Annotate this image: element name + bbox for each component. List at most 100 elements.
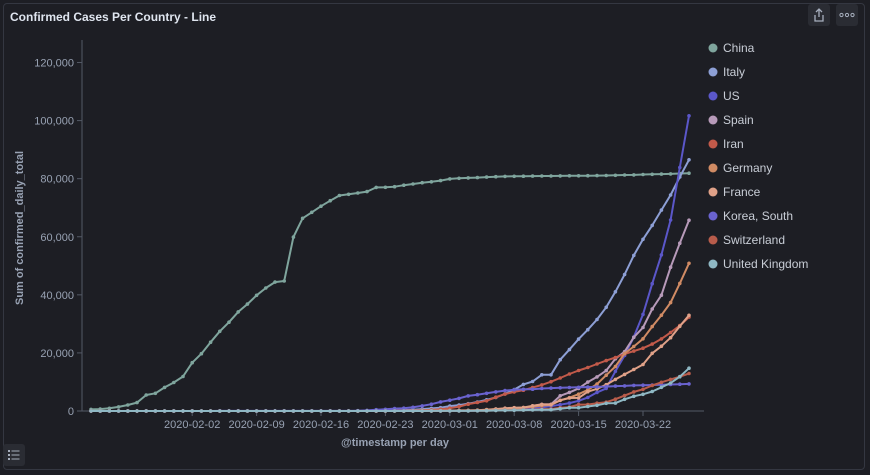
data-point	[613, 397, 618, 402]
data-point	[632, 349, 636, 353]
data-point	[310, 409, 314, 413]
legend-item[interactable]: China	[708, 41, 755, 55]
data-point	[622, 384, 627, 388]
data-point	[567, 405, 572, 410]
data-point	[135, 400, 139, 405]
data-point	[540, 373, 544, 377]
data-point	[448, 409, 452, 413]
legend-toggle-button[interactable]	[3, 444, 25, 466]
data-point	[668, 381, 673, 385]
data-point	[668, 335, 673, 340]
data-point	[512, 408, 516, 413]
data-point	[613, 173, 618, 178]
data-point	[586, 380, 590, 384]
data-point	[199, 409, 204, 413]
share-button[interactable]	[808, 4, 830, 26]
data-point	[521, 408, 526, 412]
data-point	[632, 173, 636, 177]
panel-title: Confirmed Cases Per Country - Line	[10, 10, 217, 24]
data-point	[586, 327, 590, 332]
data-point	[604, 305, 608, 310]
legend-item[interactable]: Iran	[708, 137, 744, 151]
legend-item[interactable]: Switzerland	[708, 233, 786, 247]
x-tick-label: 2020-03-22	[615, 419, 671, 431]
data-point	[475, 409, 480, 413]
legend-item[interactable]: France	[708, 185, 761, 199]
data-point	[659, 385, 664, 390]
data-point	[632, 383, 636, 388]
data-point	[567, 390, 572, 395]
data-point	[181, 374, 185, 379]
legend-label: Italy	[723, 65, 745, 79]
data-point	[641, 383, 645, 388]
data-point	[641, 237, 645, 242]
data-point	[687, 218, 691, 222]
data-point	[604, 368, 608, 373]
data-point	[641, 312, 645, 317]
data-point	[172, 380, 176, 385]
data-point	[383, 185, 388, 190]
series-china	[89, 171, 691, 412]
data-point	[632, 335, 636, 340]
data-point	[300, 409, 305, 413]
data-point	[402, 406, 406, 411]
data-point	[641, 392, 645, 397]
data-point	[576, 174, 581, 178]
data-point	[236, 409, 240, 413]
data-point	[466, 394, 471, 398]
legend-item[interactable]: United Kingdom	[708, 257, 809, 271]
data-point	[604, 358, 608, 363]
data-point	[411, 409, 415, 413]
legend-item[interactable]: Germany	[708, 161, 773, 175]
legend-item[interactable]: Spain	[708, 113, 754, 127]
data-point	[641, 346, 645, 351]
data-point	[503, 174, 507, 179]
data-point	[374, 185, 379, 190]
legend-item[interactable]: Korea, South	[708, 209, 794, 223]
data-point	[457, 409, 461, 413]
data-point	[678, 324, 682, 329]
legend-item[interactable]: US	[708, 89, 740, 103]
data-point	[549, 402, 553, 407]
data-point	[567, 385, 572, 390]
data-point	[622, 351, 627, 356]
data-point	[586, 365, 590, 370]
legend-item[interactable]: Italy	[708, 65, 746, 79]
legend-label: China	[723, 41, 755, 55]
data-point	[98, 409, 102, 413]
data-point	[586, 385, 590, 389]
data-point	[687, 114, 691, 118]
data-point	[540, 383, 544, 387]
data-point	[659, 337, 664, 341]
x-axis-title: @timestamp per day	[341, 437, 450, 449]
data-point	[650, 223, 654, 228]
data-point	[595, 385, 599, 389]
data-point	[126, 409, 130, 413]
data-point	[613, 369, 618, 374]
data-point	[245, 302, 250, 306]
data-point	[576, 392, 581, 397]
data-point	[190, 360, 194, 365]
data-point	[659, 208, 664, 212]
data-point	[650, 342, 654, 346]
data-point	[622, 393, 627, 398]
data-point	[613, 355, 618, 360]
x-tick-label: 2020-02-16	[293, 419, 349, 431]
data-point	[521, 387, 526, 392]
data-point	[613, 290, 618, 294]
data-point	[236, 310, 240, 314]
data-point	[668, 218, 673, 222]
more-options-button[interactable]	[836, 4, 858, 26]
data-point	[273, 409, 277, 413]
data-point	[632, 394, 636, 399]
data-point	[668, 330, 673, 335]
data-point	[328, 198, 333, 203]
y-tick-label: 100,000	[34, 116, 74, 128]
data-point	[558, 406, 562, 411]
data-point	[291, 409, 296, 413]
data-point	[586, 389, 590, 394]
data-point	[530, 379, 535, 384]
data-point	[586, 395, 590, 400]
y-axis-title: Sum of confirmed_daily_total	[14, 151, 26, 305]
data-point	[641, 172, 645, 177]
